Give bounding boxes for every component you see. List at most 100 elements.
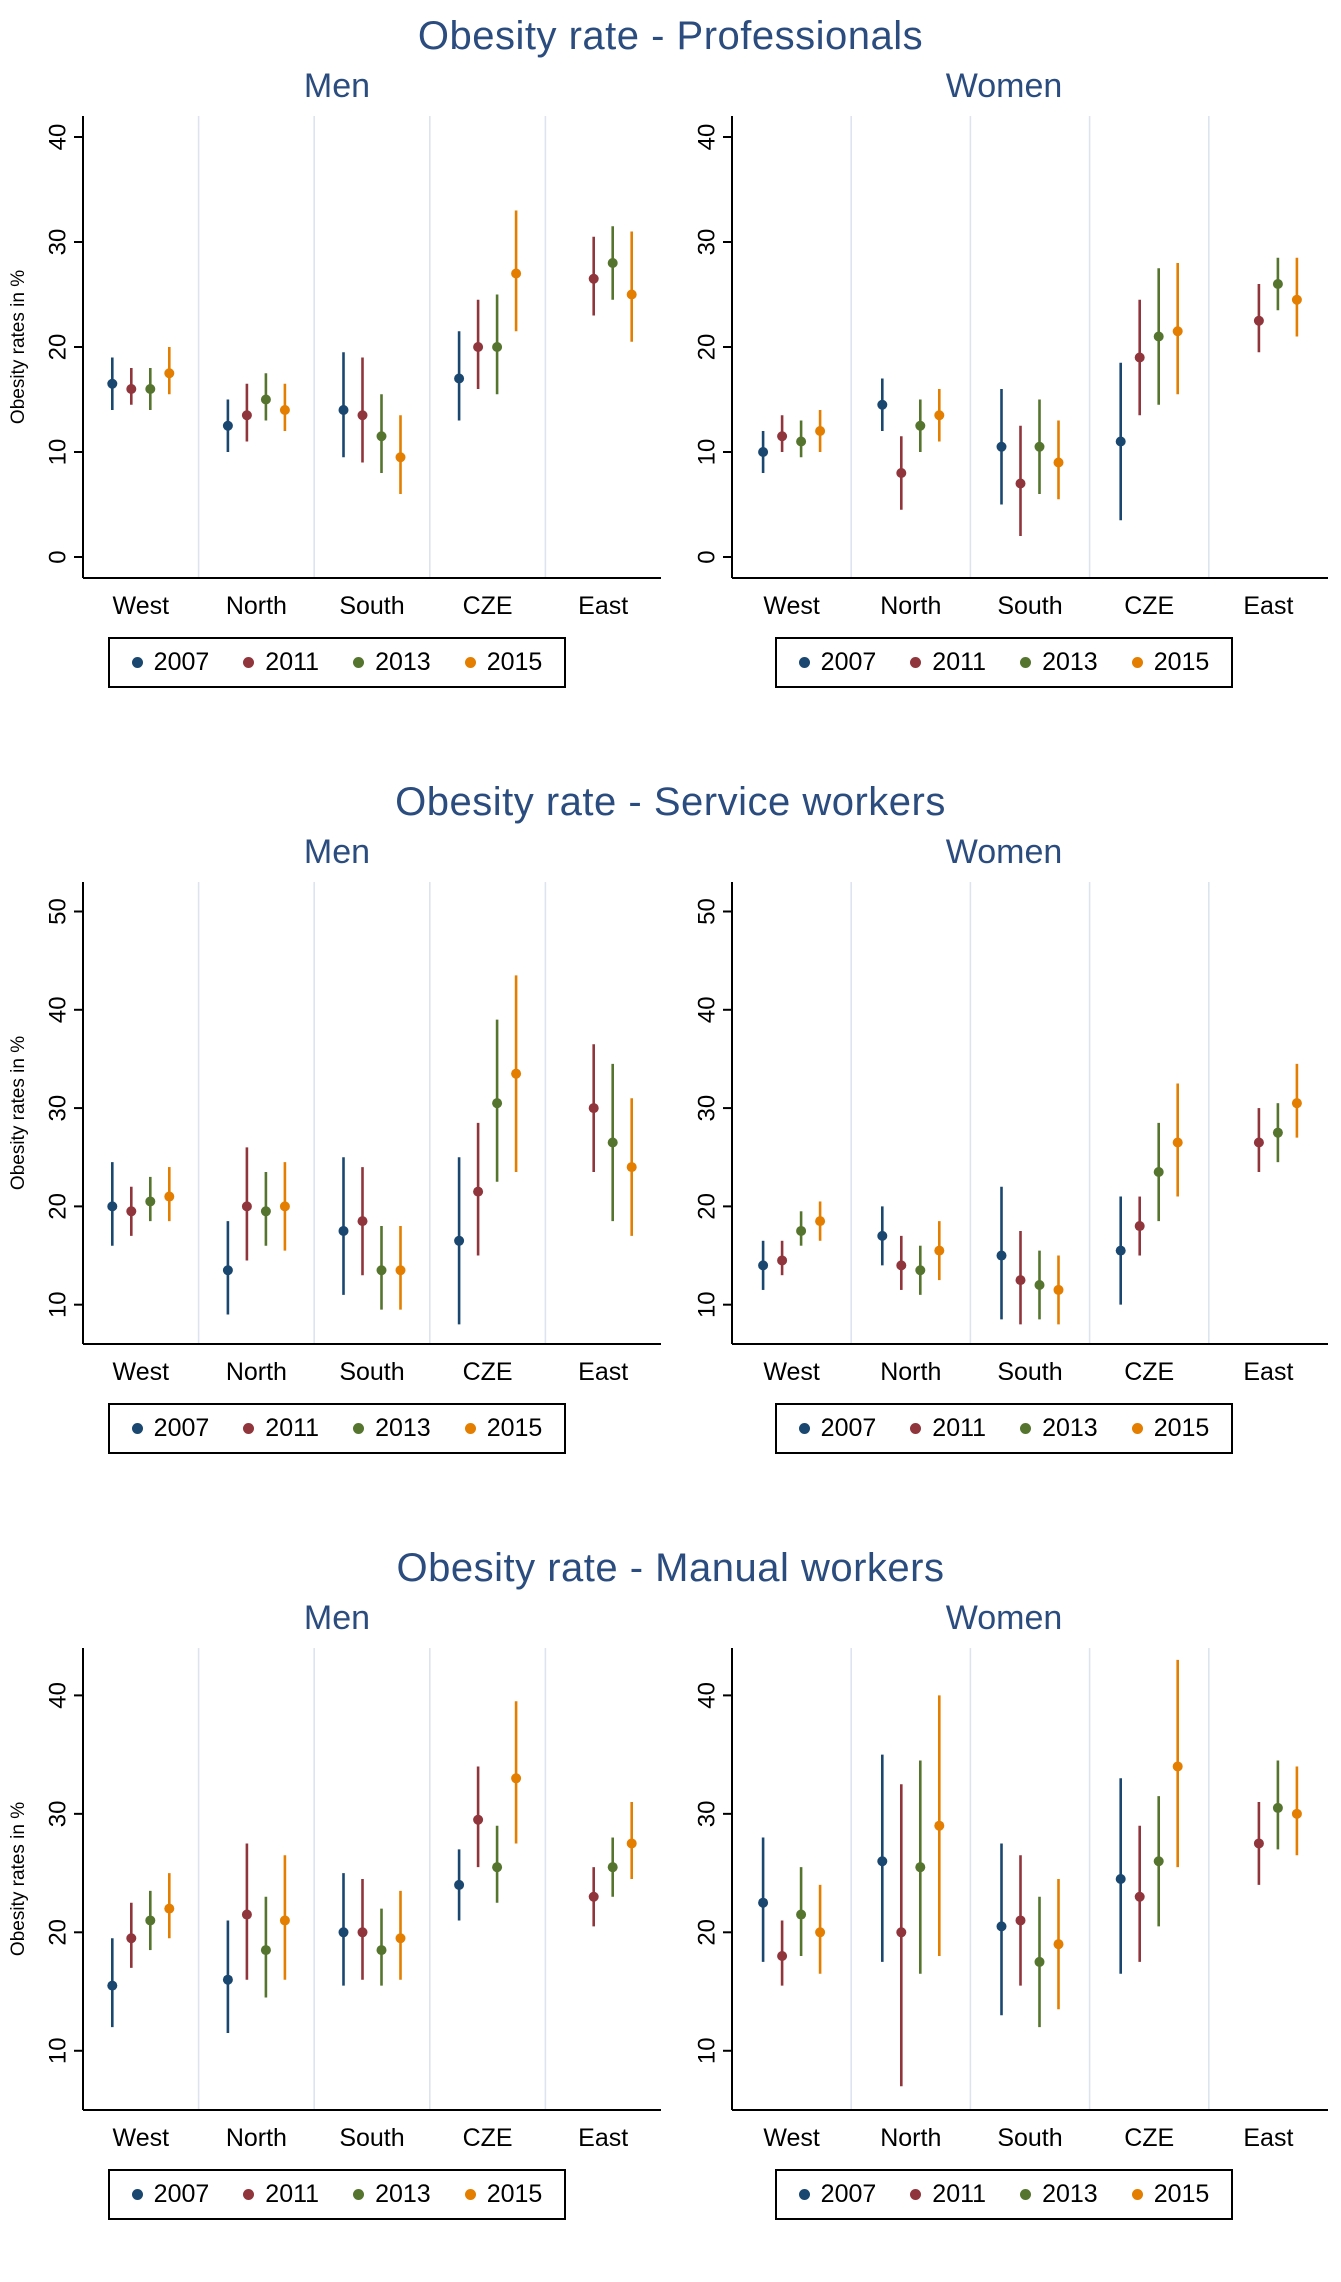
point-estimate bbox=[164, 368, 175, 379]
legend-marker-2013 bbox=[1020, 1423, 1032, 1434]
y-tick-label: 10 bbox=[44, 1291, 71, 1318]
x-category-label: West bbox=[763, 592, 820, 620]
series-2013 bbox=[796, 1103, 1283, 1320]
x-category-label: North bbox=[226, 2124, 287, 2152]
legend-marker-2013 bbox=[353, 1423, 365, 1434]
point-estimate bbox=[1272, 279, 1283, 289]
panel-professionals-men: Men 0 10 20 30 40 Obesity rates in % West North… bbox=[4, 67, 670, 688]
panel-subtitle-men: Men bbox=[303, 1599, 371, 1637]
point-estimate bbox=[777, 431, 788, 442]
series-2013 bbox=[796, 257, 1283, 494]
point-estimate bbox=[241, 1909, 252, 1920]
series-2013 bbox=[796, 1760, 1283, 2028]
point-estimate bbox=[145, 1196, 156, 1207]
series-2007 bbox=[758, 1754, 1126, 2016]
point-estimate bbox=[1115, 1245, 1126, 1256]
series-2015 bbox=[815, 257, 1302, 500]
legend-label-2011: 2011 bbox=[265, 1414, 320, 1442]
legend-label-2015: 2015 bbox=[486, 1414, 543, 1442]
legend-marker-2013 bbox=[1020, 657, 1032, 668]
point-estimate bbox=[164, 1191, 175, 1202]
y-tick-label: 10 bbox=[693, 1291, 720, 1318]
y-tick-label: 40 bbox=[44, 1682, 71, 1709]
legend-marker-2013 bbox=[1020, 2189, 1032, 2200]
point-estimate bbox=[1134, 352, 1145, 363]
legend-marker-2013 bbox=[353, 657, 365, 668]
legend-label-2011: 2011 bbox=[265, 648, 320, 676]
point-estimate bbox=[241, 1201, 252, 1212]
point-estimate bbox=[996, 441, 1007, 452]
y-tick-label: 50 bbox=[693, 898, 720, 925]
legend-marker-2015 bbox=[464, 657, 476, 668]
y-tick-label: 40 bbox=[693, 1682, 720, 1709]
y-tick-label: 0 bbox=[44, 550, 71, 563]
legend-marker-2011 bbox=[243, 657, 255, 668]
x-category-label: South bbox=[339, 592, 404, 620]
plot-svg: 10 20 30 40 50 West North South CZE East bbox=[693, 882, 1328, 1386]
y-tick-label: 30 bbox=[693, 1800, 720, 1827]
legend-item-2011: 2011 bbox=[910, 1414, 986, 1443]
y-tick-label: 40 bbox=[44, 124, 71, 151]
point-estimate bbox=[896, 1927, 907, 1938]
series-2013 bbox=[145, 1825, 618, 1998]
y-tick-label: 30 bbox=[44, 1800, 71, 1827]
x-category-label: North bbox=[226, 592, 287, 620]
point-estimate bbox=[357, 1927, 368, 1938]
legend-item-2015: 2015 bbox=[1131, 648, 1209, 677]
legend-marker-2015 bbox=[464, 1423, 476, 1434]
point-estimate bbox=[338, 1927, 349, 1938]
legend-item-2011: 2011 bbox=[243, 2180, 319, 2209]
point-estimate bbox=[626, 1838, 637, 1849]
point-estimate bbox=[338, 1225, 349, 1236]
point-estimate bbox=[588, 1891, 599, 1902]
point-estimate bbox=[815, 1927, 826, 1938]
point-estimate bbox=[626, 1162, 637, 1173]
point-estimate bbox=[1253, 315, 1264, 326]
point-estimate bbox=[107, 378, 118, 389]
point-estimate bbox=[279, 405, 290, 415]
y-tick-label: 30 bbox=[44, 229, 71, 256]
y-tick-label: 30 bbox=[693, 229, 720, 256]
y-tick-label: 40 bbox=[44, 996, 71, 1023]
panel-subtitle-women: Women bbox=[945, 67, 1063, 105]
series-2007 bbox=[107, 331, 465, 458]
legend-marker-2007 bbox=[131, 1423, 143, 1434]
legend-marker-2007 bbox=[131, 657, 143, 668]
panel-subtitle-men: Men bbox=[303, 833, 371, 871]
plot-manual-women: 10 20 30 40 West North South CZE East bbox=[674, 1640, 1334, 2165]
plot-svg: 0 10 20 30 40 West North South CZE East bbox=[693, 116, 1328, 620]
legend-item-2013: 2013 bbox=[1020, 2180, 1098, 2209]
legend-item-2011: 2011 bbox=[243, 1414, 319, 1443]
series-2011 bbox=[126, 236, 599, 463]
legend-item-2015: 2015 bbox=[464, 648, 542, 677]
point-estimate bbox=[473, 1186, 484, 1197]
point-estimate bbox=[1272, 1802, 1283, 1813]
legend-item-2013: 2013 bbox=[1020, 648, 1098, 677]
panel-manual-men: Men 10 20 30 40 Obesity rates in % West North S… bbox=[4, 1599, 670, 2220]
point-estimate bbox=[492, 342, 503, 352]
y-axis-title: Obesity rates in % bbox=[8, 1802, 29, 1956]
panel-professionals-women: Women 0 10 20 30 40 West North South CZE East 200… bbox=[671, 67, 1337, 688]
y-tick-label: 20 bbox=[44, 334, 71, 361]
point-estimate bbox=[815, 426, 826, 436]
point-estimate bbox=[777, 1255, 788, 1266]
legend-marker-2013 bbox=[353, 2189, 365, 2200]
legend-item-2015: 2015 bbox=[1131, 2180, 1209, 2209]
point-estimate bbox=[588, 273, 599, 284]
series-2015 bbox=[815, 1659, 1302, 2010]
panel-row: Men 10 20 30 40 Obesity rates in % West North S… bbox=[0, 1599, 1341, 2220]
plot-svg: 10 20 30 40 50 Obesity rates in % West North Sou… bbox=[8, 882, 661, 1386]
point-estimate bbox=[607, 1137, 618, 1148]
point-estimate bbox=[395, 1933, 406, 1944]
y-tick-label: 20 bbox=[44, 1919, 71, 1946]
plot-svg: 10 20 30 40 West North South CZE East bbox=[693, 1648, 1328, 2152]
x-category-label: North bbox=[880, 592, 941, 620]
point-estimate bbox=[1253, 1838, 1264, 1849]
legend-manual-men: 2007 2011 2013 2015 bbox=[107, 2169, 567, 2220]
legend-label-2007: 2007 bbox=[153, 648, 210, 676]
legend-label-2011: 2011 bbox=[932, 1414, 987, 1442]
series-2015 bbox=[164, 1701, 637, 1980]
point-estimate bbox=[815, 1216, 826, 1227]
legend-label-2007: 2007 bbox=[820, 1414, 877, 1442]
legend-label-2013: 2013 bbox=[1042, 2180, 1098, 2208]
